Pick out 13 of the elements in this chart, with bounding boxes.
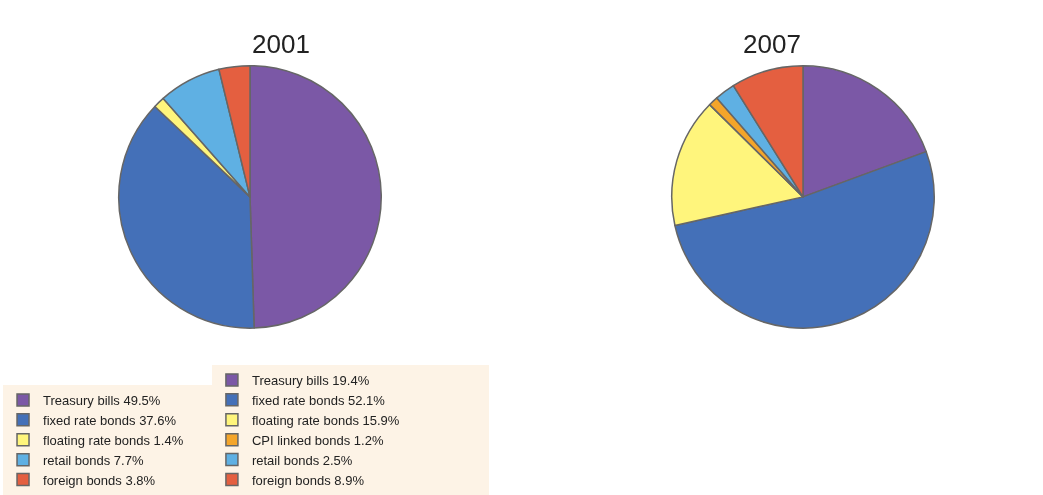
chart-title: 2001	[252, 29, 310, 59]
legend-label: Treasury bills 19.4%	[251, 373, 370, 389]
legend-label: fixed rate bonds 37.6%	[43, 412, 177, 428]
legend-label: foreign bonds 3.8%	[43, 472, 156, 488]
legend-label: fixed rate bonds 52.1%	[251, 392, 386, 408]
legend-label: floating rate bonds 15.9%	[251, 412, 400, 428]
legend-label: retail bonds 2.5%	[251, 452, 353, 468]
chart-title: 2007	[743, 29, 801, 59]
legend-label: floating rate bonds 1.4%	[43, 432, 184, 448]
legend-label: retail bonds 7.7%	[43, 452, 144, 468]
legend-label: CPI linked bonds 1.2%	[251, 432, 384, 448]
legend-label: foreign bonds 8.9%	[251, 472, 365, 488]
legend-label: Treasury bills 49.5%	[43, 393, 161, 409]
